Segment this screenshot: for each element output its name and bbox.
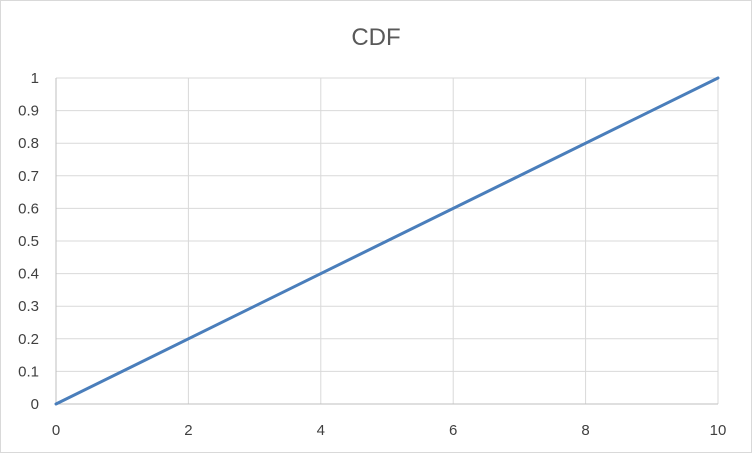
y-tick-label: 0.1 <box>18 363 39 380</box>
y-tick-label: 0.3 <box>18 298 39 315</box>
cdf-series-line <box>54 76 720 406</box>
y-tick-label: 0.4 <box>18 266 39 283</box>
chart-title: CDF <box>351 24 400 51</box>
y-tick-label: 0 <box>31 396 39 413</box>
x-tick-label: 0 <box>52 422 60 439</box>
y-tick-label: 1 <box>31 70 39 87</box>
x-tick-label: 4 <box>317 422 325 439</box>
x-tick-label: 6 <box>449 422 457 439</box>
x-tick-label: 8 <box>581 422 589 439</box>
y-tick-label: 0.6 <box>18 200 39 217</box>
y-tick-label: 0.2 <box>18 331 39 348</box>
x-tick-label: 10 <box>710 422 727 439</box>
y-tick-label: 0.9 <box>18 103 39 120</box>
y-tick-label: 0.5 <box>18 233 39 250</box>
y-tick-label: 0.7 <box>18 168 39 185</box>
series <box>54 76 720 406</box>
x-tick-label: 2 <box>184 422 192 439</box>
tick-labels: 00.10.20.30.40.50.60.70.80.910 2 4 6 8 10 <box>18 70 726 439</box>
axes <box>55 78 718 405</box>
y-tick-label: 0.8 <box>18 135 39 152</box>
